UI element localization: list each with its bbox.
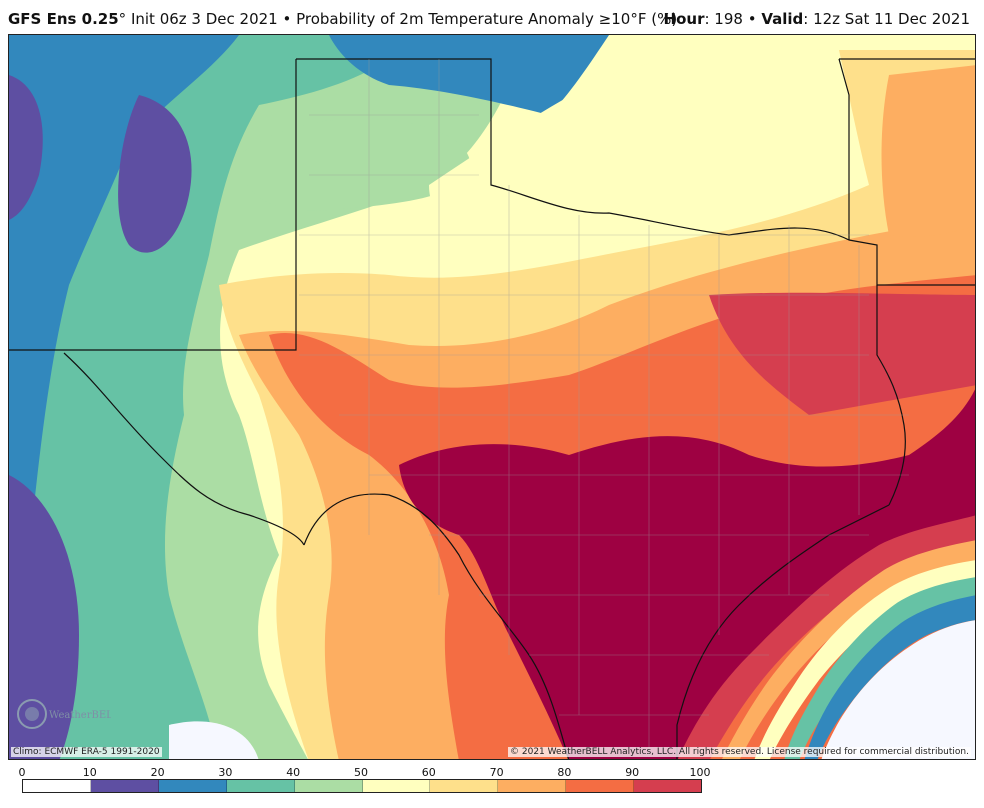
scale-color-swatch [566,780,635,792]
valid-label: Valid [761,10,804,28]
scale-color-swatch [294,780,363,792]
scale-tick-label: 30 [218,766,233,779]
scale-tick-labels: 0 10 20 30 40 50 60 70 80 90 100 [18,766,711,779]
map-header: GFS Ens 0.25° Init 06z 3 Dec 2021 • Prob… [0,0,984,34]
scale-color-swatch [430,780,499,792]
valid-value: : 12z Sat 11 Dec 2021 [803,10,970,28]
scale-color-swatch [634,780,702,792]
title-bullet: • [277,10,297,28]
scale-tick-label: 90 [625,766,640,779]
degree-mark: ° [118,10,127,28]
model-name: GFS Ens 0.25 [8,10,119,28]
copyright-notice: © 2021 WeatherBELL Analytics, LLC. All r… [508,747,971,757]
scale-color-swatch [226,780,295,792]
hour-value: : 198 [704,10,743,28]
scale-tick-label: 10 [82,766,97,779]
logo-text: WeatherBELL [49,710,111,721]
scale-tick-label: 100 [689,766,711,779]
probability-map[interactable]: WeatherBELL Climo: ECMWF ERA-5 1991-2020… [8,34,976,760]
scale-tick-label: 70 [489,766,504,779]
scale-tick-label: 50 [354,766,368,779]
scale-color-bar [22,779,702,793]
scale-color-swatch [23,780,91,792]
map-canvas [9,35,975,759]
scale-color-swatch [498,780,567,792]
scale-tick-label: 40 [286,766,301,779]
weatherbell-logo-icon: WeatherBELL [17,699,111,729]
color-scale: 0 10 20 30 40 50 60 70 80 90 100 [18,766,711,806]
scale-color-swatch [362,780,431,792]
map-title: GFS Ens 0.25° Init 06z 3 Dec 2021 • Prob… [8,10,677,28]
scale-tick-label: 20 [150,766,165,779]
valid-bullet: • [742,10,762,28]
product-name: Probability of 2m Temperature Anomaly ≥1… [296,10,678,28]
scale-tick-label: 60 [421,766,436,779]
valid-info: Hour: 198 • Valid: 12z Sat 11 Dec 2021 [664,10,970,28]
scale-tick-label: 0 [18,766,26,779]
climo-credit: Climo: ECMWF ERA-5 1991-2020 [11,747,162,757]
scale-color-swatch [90,780,159,792]
init-time: Init 06z 3 Dec 2021 [130,10,278,28]
hour-label: Hour [663,10,705,28]
scale-color-swatch [158,780,227,792]
scale-tick-label: 80 [557,766,572,779]
